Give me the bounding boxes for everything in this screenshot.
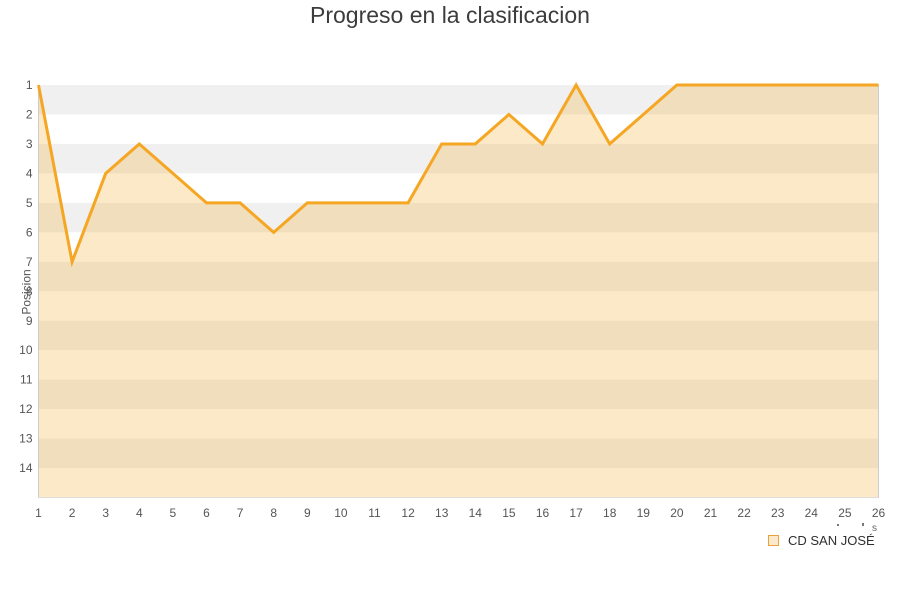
x-tick-label: 26 [872, 506, 886, 520]
y-tick-label: 8 [26, 284, 33, 298]
grid-band [38, 232, 879, 262]
y-tick-label: 6 [26, 225, 33, 239]
grid-band [38, 143, 879, 174]
legend-swatch-icon [768, 535, 779, 546]
grid-band [38, 291, 879, 321]
x-tick-label: 18 [603, 506, 617, 520]
y-tick-label: 1 [26, 78, 33, 92]
grid-band [38, 409, 879, 439]
x-tick-label: 25 [838, 506, 852, 520]
x-tick-label: 21 [704, 506, 718, 520]
series-line [37, 81, 879, 268]
x-tick-label: 14 [469, 506, 483, 520]
stray-text-fragment: s [872, 523, 877, 534]
x-tick-label: 24 [805, 506, 819, 520]
y-tick-label: 10 [19, 343, 33, 357]
grid-band [38, 320, 879, 351]
stray-mark-dot [837, 524, 839, 526]
x-tick-label: 10 [334, 506, 348, 520]
x-tick-label: 20 [670, 506, 684, 520]
legend: CD SAN JOSÉ [768, 533, 875, 548]
x-tick-label: 15 [502, 506, 516, 520]
grid-band [38, 468, 879, 498]
grid-band [38, 85, 879, 115]
x-tick-label: 19 [637, 506, 651, 520]
x-tick-label: 12 [401, 506, 415, 520]
y-axis-title: Posicion [19, 269, 34, 315]
y-tick-label: 11 [20, 373, 33, 387]
x-tick-label: 11 [368, 506, 381, 520]
y-tick-label: 2 [26, 107, 33, 121]
grid-band [38, 261, 879, 292]
y-tick-label: 3 [26, 137, 33, 151]
grid-band [38, 114, 879, 144]
x-tick-label: 8 [270, 506, 277, 520]
x-tick-label: 23 [771, 506, 785, 520]
y-tick-label: 13 [19, 432, 33, 446]
chart-title: Progreso en la clasificacion [310, 2, 590, 28]
x-tick-label: 22 [737, 506, 751, 520]
y-tick-label: 5 [26, 196, 33, 210]
x-tick-label: 5 [170, 506, 177, 520]
grid-band [38, 438, 879, 469]
x-tick-label: 4 [136, 506, 143, 520]
grid-band [38, 350, 879, 380]
x-tick-label: 3 [102, 506, 109, 520]
x-tick-label: 13 [435, 506, 449, 520]
x-tick-label: 7 [237, 506, 244, 520]
series-area [38, 85, 879, 498]
legend-series-label: CD SAN JOSÉ [788, 533, 875, 548]
x-tick-label: 9 [304, 506, 311, 520]
x-tick-label: 2 [69, 506, 76, 520]
x-tick-label: 17 [569, 506, 583, 520]
grid-band [38, 202, 879, 233]
x-tick-label: 6 [203, 506, 210, 520]
grid-band [38, 379, 879, 410]
y-tick-label: 12 [19, 402, 33, 416]
x-tick-label: 16 [536, 506, 550, 520]
y-tick-label: 4 [26, 166, 33, 180]
y-tick-label: 7 [26, 255, 33, 269]
stray-mark-tick [862, 523, 864, 526]
y-tick-label: 14 [19, 461, 33, 475]
y-tick-label: 9 [26, 314, 33, 328]
x-tick-label: 1 [35, 506, 42, 520]
